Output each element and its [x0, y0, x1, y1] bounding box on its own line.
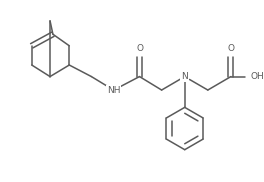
- Text: NH: NH: [107, 86, 120, 94]
- Text: O: O: [136, 43, 143, 53]
- Text: O: O: [227, 43, 234, 53]
- Text: N: N: [181, 72, 188, 81]
- Text: OH: OH: [250, 72, 264, 81]
